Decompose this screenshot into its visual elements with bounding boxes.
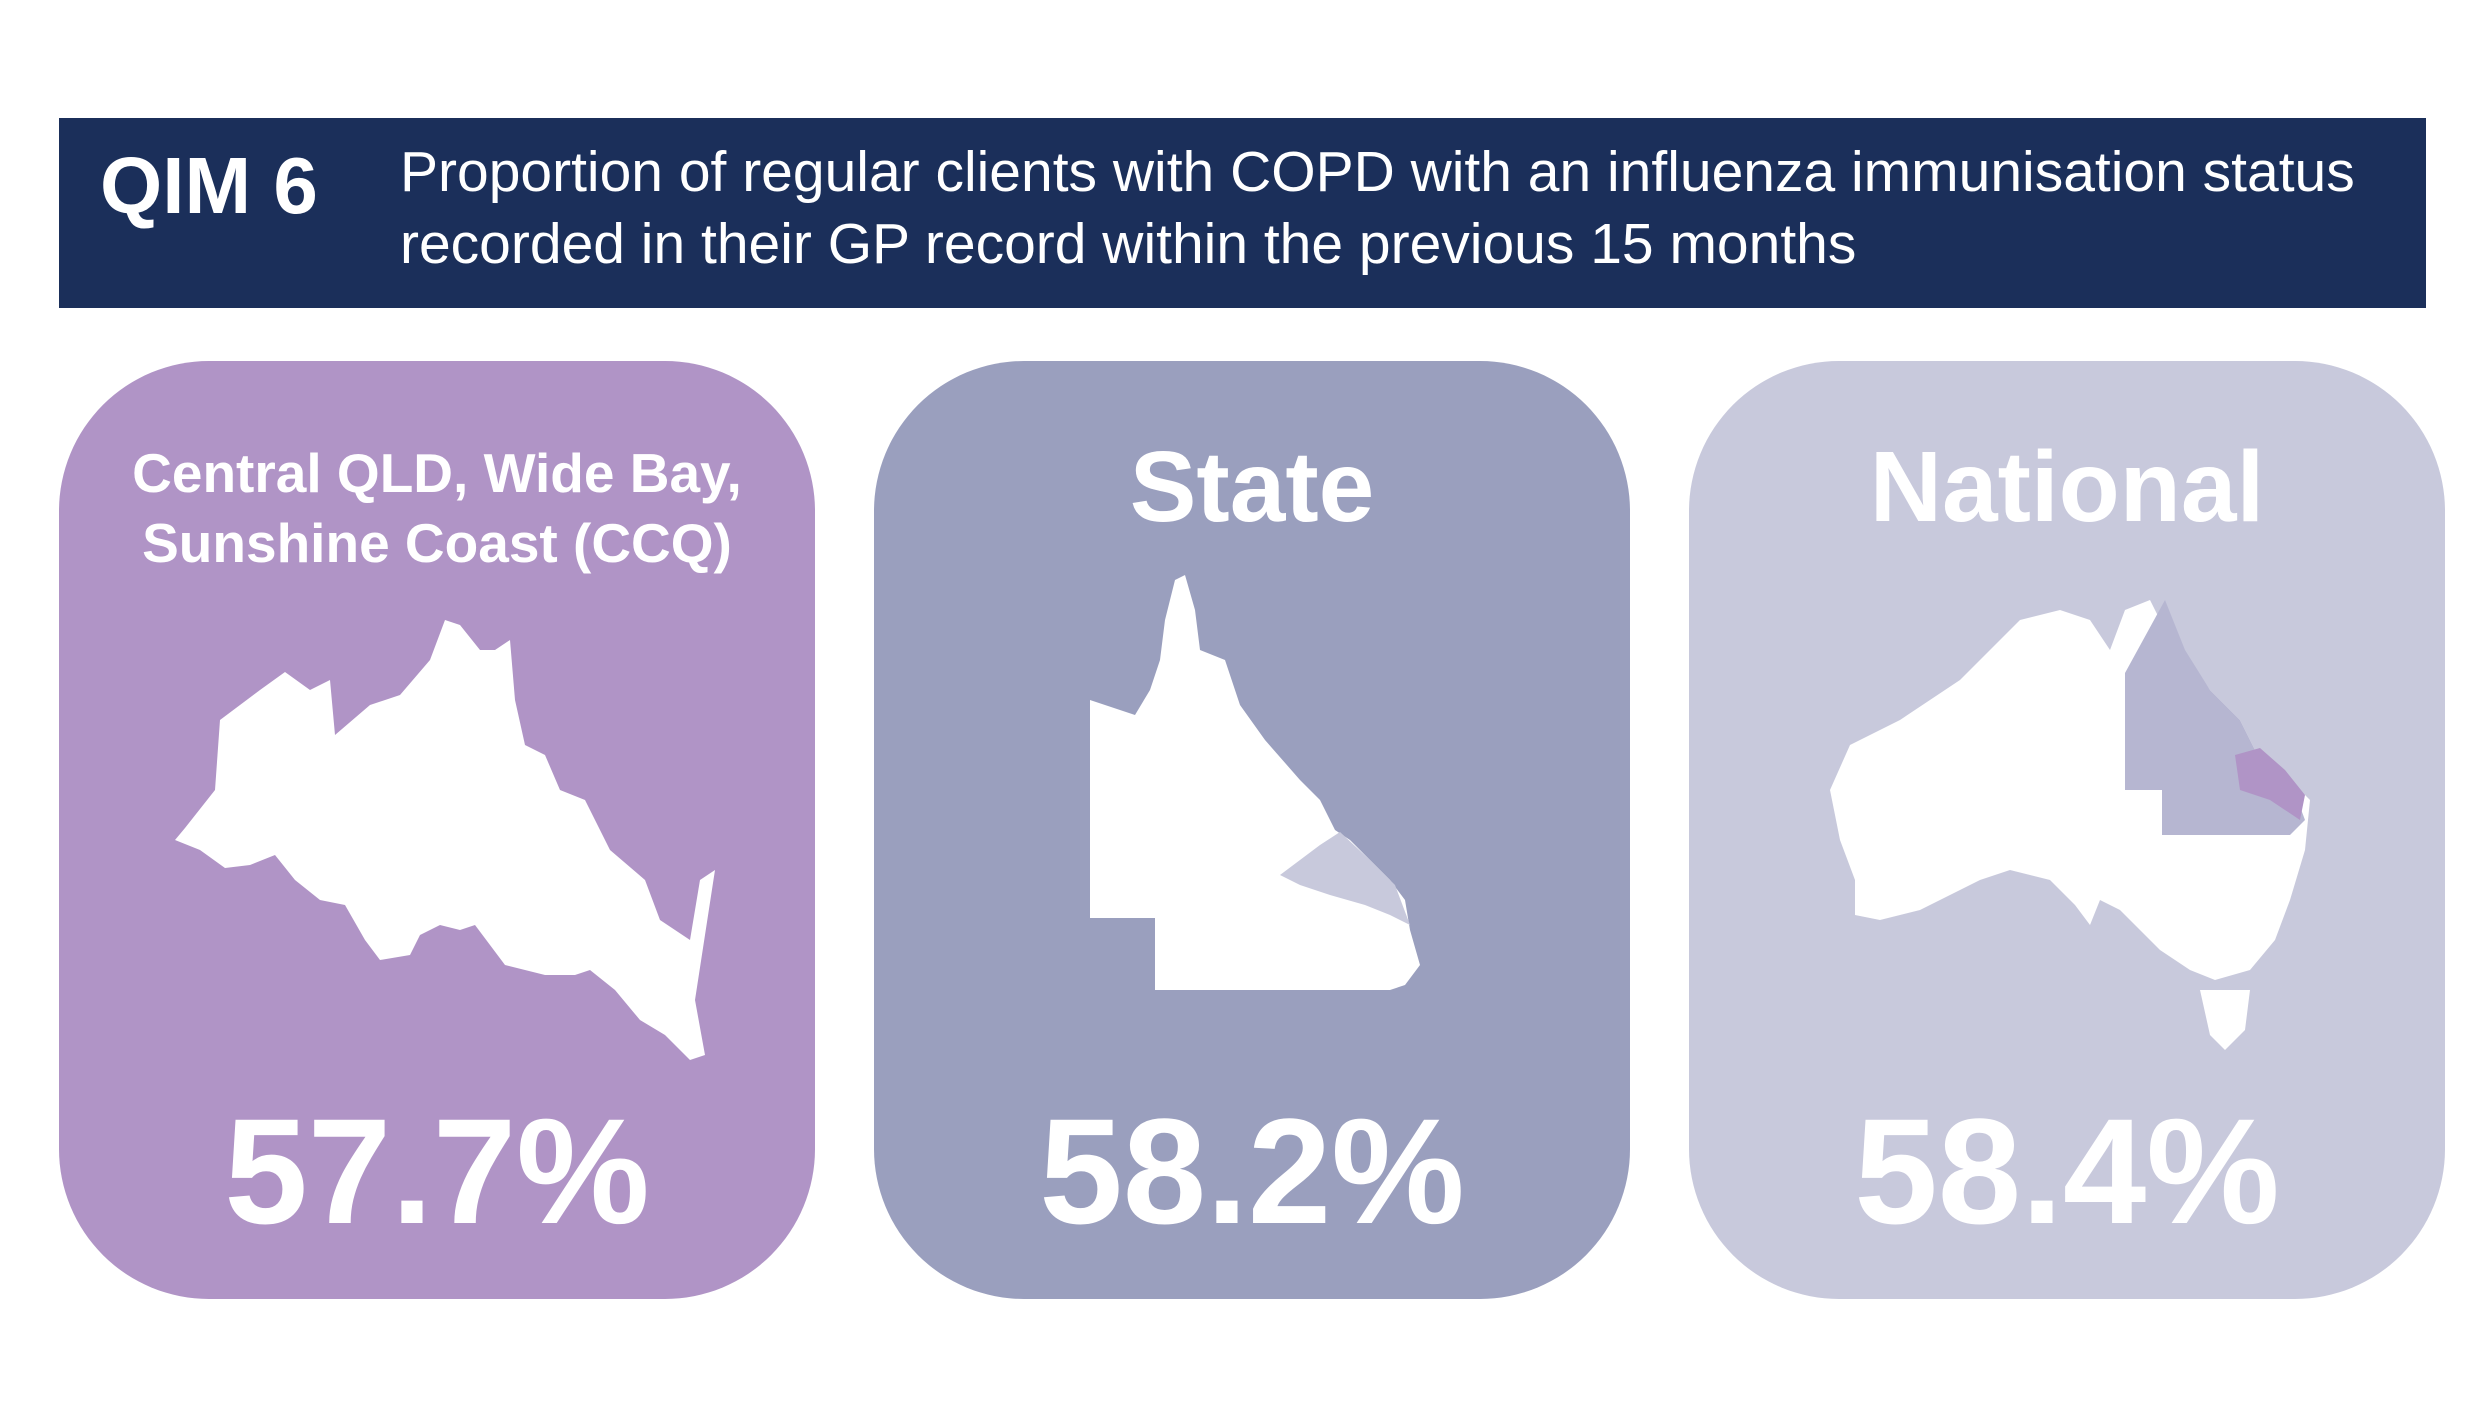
card-label: National bbox=[1869, 431, 2265, 543]
state-ccq-region bbox=[1280, 832, 1410, 925]
card-label: Central QLD, Wide Bay, Sunshine Coast (C… bbox=[132, 442, 742, 574]
card-value: 58.2% bbox=[1039, 1087, 1465, 1255]
card-value: 57.7% bbox=[224, 1087, 650, 1255]
qim-title: Proportion of regular clients with COPD … bbox=[400, 140, 2355, 276]
ccq-map bbox=[175, 620, 715, 1060]
card-label: State bbox=[1129, 431, 1375, 543]
national-ccq-region bbox=[2235, 748, 2305, 820]
card-value: 58.4% bbox=[1854, 1087, 2280, 1255]
qim-label: QIM 6 bbox=[100, 141, 318, 230]
header-bar bbox=[59, 118, 2426, 308]
